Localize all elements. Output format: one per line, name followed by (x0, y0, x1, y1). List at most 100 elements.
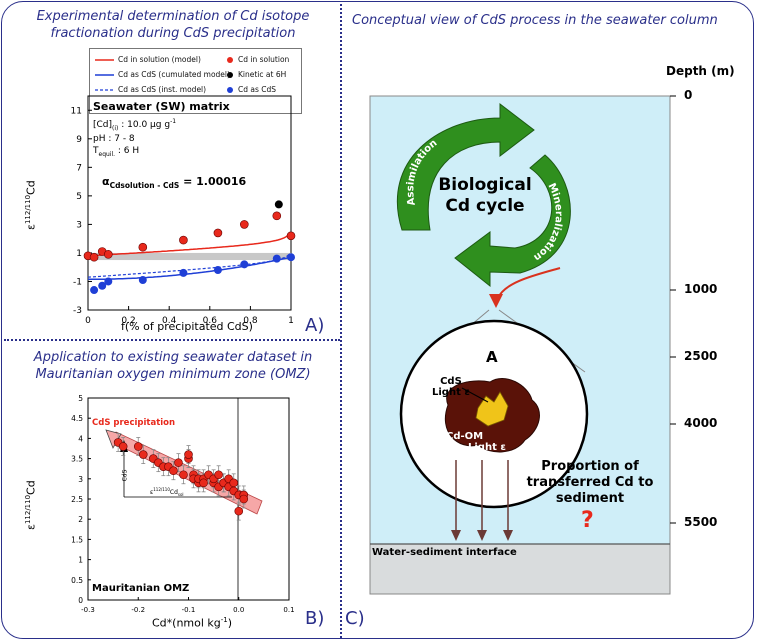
point-cds (240, 260, 249, 269)
sinking-arrowhead-2-icon (477, 530, 487, 541)
interface-label: Water-sediment interface (372, 547, 517, 558)
y-tick-label: 1 (78, 556, 83, 565)
y-tick-label: 5 (78, 394, 83, 403)
point-cds (179, 268, 188, 277)
x-tick-label: 0.6 (203, 316, 218, 326)
x-tick-label: 0.4 (162, 316, 177, 326)
y-tick-label: 3 (76, 220, 82, 230)
x-tick-label: 1 (288, 316, 294, 326)
omz-point (229, 478, 239, 488)
x-tick-label: -0.3 (81, 606, 95, 614)
legend-label-pt-solution: Cd in solution (238, 55, 290, 64)
point-cds (287, 253, 295, 262)
y-tick-label: 11 (71, 106, 82, 116)
cdom-label: Cd-OM Light ε (446, 431, 506, 453)
legend-label-model-inst: Cd as CdS (inst. model) (118, 85, 207, 94)
point-solution (89, 252, 99, 262)
proportion-line2: transferred Cd to (526, 475, 654, 490)
panel-a-chart: 0 0.2 0.4 0.6 0.8 1 -3 -1 1 3 5 7 9 11 (71, 95, 296, 326)
y-tick-label: -1 (73, 277, 82, 287)
question-mark: ? (581, 508, 594, 533)
panel-a-label: A) (305, 315, 325, 336)
panel-a-alpha: αCdsolution - CdS = 1.00016 (102, 175, 247, 191)
point-solution (213, 228, 223, 238)
model-cumulated-line (88, 256, 292, 281)
y-tick-label: 7 (76, 163, 82, 173)
y-tick-label: 0 (78, 596, 83, 605)
omz-point (214, 470, 223, 480)
panel-a-xlabel: f(% of precipitated CdS) (121, 320, 253, 333)
x-tick-label: 0.2 (121, 316, 135, 326)
panel-c-title: Conceptual view of CdS process in the se… (352, 13, 718, 28)
sediment-layer (369, 543, 671, 595)
point-solution (138, 242, 148, 252)
omz-point (174, 458, 183, 467)
x-tick-label: 0.1 (283, 606, 294, 614)
legend-marker-cds (227, 87, 233, 93)
y-tick-label: 9 (76, 135, 82, 145)
panel-b-xlabel: Cd*(nmol kg-1) (152, 616, 233, 630)
point-solution (179, 235, 188, 245)
omz-point (184, 450, 193, 459)
x-tick-label: -0.1 (182, 606, 196, 614)
model-solution-line (87, 231, 291, 257)
x-tick-label: -0.2 (131, 606, 145, 614)
point-cds (272, 254, 281, 263)
sinking-arrowhead-3-icon (503, 530, 513, 541)
panel-b-chart: -0.3 -0.2 -0.1 0.0 0.1 0 0.5 1 1.5 2 2.5 3 3.5 4 4.5 5 (71, 394, 295, 614)
y-tick-label: 2.5 (71, 495, 83, 504)
panel-a-legend: Cd in solution (model) Cd as CdS (cumula… (89, 48, 302, 114)
legend-label-pt-cds: Cd as CdS (238, 85, 277, 94)
condition-ph: pH : 7 - 8 (93, 134, 135, 145)
export-arrowhead-icon (489, 294, 503, 308)
omz-point (239, 494, 249, 504)
condition-t: Tequil. : 6 H (93, 145, 140, 158)
cds-label-line1: CdS (440, 376, 462, 387)
panel-separator-vertical (340, 4, 342, 638)
depth-label-1000: 1000 (684, 282, 718, 296)
point-cds (104, 277, 113, 286)
zoom-letter: A (486, 348, 498, 366)
omz-point (118, 442, 128, 451)
depth-label-0: 0 (684, 88, 693, 102)
cds-label: CdS Light ε (432, 376, 470, 398)
y-tick-label: 0.5 (71, 576, 83, 585)
x-tick-label: 0 (85, 316, 91, 326)
panel-a-plot-frame (87, 95, 292, 311)
panel-b-corner: Mauritanian OMZ (92, 583, 190, 594)
panel-a-conditions: [Cd](i) : 10.0 µg g-1 pH : 7 - 8 Tequil.… (93, 116, 176, 160)
y-tick-label: 2 (78, 515, 83, 524)
depth-title: Depth (m) (666, 64, 735, 78)
point-cds (138, 276, 147, 285)
panel-b-title-line2: Mauritanian oxygen minimum zone (OMZ) (35, 367, 311, 382)
point-solution (104, 250, 113, 259)
panel-a-title: Experimental determination of Cd isotope… (10, 8, 336, 42)
x-tick-label: 0.0 (233, 606, 244, 614)
panel-a-title-line1: Experimental determination of Cd isotope (36, 9, 310, 24)
proportion-line1: Proportion of (541, 459, 639, 474)
point-solution (286, 231, 296, 241)
sinking-arrows (455, 460, 509, 533)
proportion-label: Proportion of transferred Cd to sediment (520, 459, 660, 507)
y-tick-label: 4.5 (71, 414, 83, 423)
y-tick-label: 3 (78, 475, 83, 484)
panel-b-title: Application to existing seawater dataset… (10, 349, 336, 383)
point-cds (90, 286, 99, 295)
legend-label-model-solution: Cd in solution (model) (118, 55, 201, 64)
cdom-label-line1: Cd-OM (446, 431, 484, 442)
panel-b-annot-eps: ε112/110Cdsol (150, 487, 184, 498)
depth-label-2500: 2500 (684, 349, 718, 363)
export-curve (497, 267, 561, 299)
panel-b-title-line1: Application to existing seawater dataset… (33, 350, 313, 365)
cdom-label-line2: Light ε (468, 442, 506, 453)
y-tick-label: -3 (73, 306, 82, 316)
panel-separator-horizontal (4, 339, 340, 341)
mineralization-arrow-icon (454, 154, 571, 288)
point-solution (272, 211, 282, 221)
cycle-label-line2: Cd cycle (445, 196, 525, 216)
sinking-arrowhead-1-icon (451, 530, 461, 541)
condition-cd: [Cd](i) : 10.0 µg g-1 (93, 118, 177, 132)
cycle-label-line1: Biological (438, 175, 532, 195)
point-kinetic (274, 200, 283, 209)
